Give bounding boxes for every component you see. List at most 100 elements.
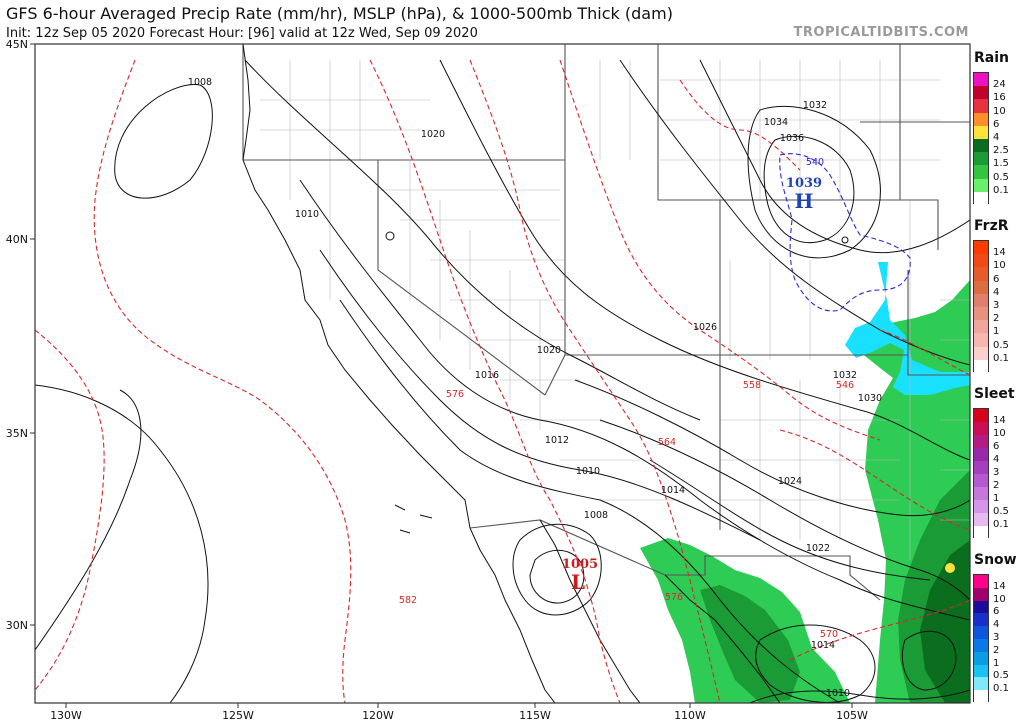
legend-swatch: [974, 191, 988, 205]
legend-swatch: [974, 409, 988, 422]
legend-swatch: [974, 254, 988, 268]
legend-swatch: [974, 575, 988, 588]
isobar-label: 1020: [537, 345, 561, 356]
legend-label: 2: [993, 480, 1000, 491]
legend-swatch: [974, 86, 988, 100]
low-pressure-marker: L: [571, 570, 585, 594]
isobar-label: 1036: [780, 133, 804, 144]
legend-swatch: [974, 474, 988, 487]
legend-swatch: [974, 178, 988, 192]
legend-swatch: [974, 587, 988, 601]
legend-swatch: [974, 241, 988, 255]
coastline: [242, 44, 849, 703]
thickness-label: 546: [836, 380, 854, 391]
legend-bar-snow: [973, 574, 989, 703]
legend-label: 2: [993, 313, 1000, 325]
legend-title-frzr: FrzR: [974, 218, 1009, 234]
legend-label: 2.5: [993, 145, 1009, 157]
legend-label: 0.5: [993, 339, 1009, 351]
legend-bar-frzr: [973, 240, 989, 373]
legend-swatch: [974, 165, 988, 179]
isobar-label: 1022: [806, 543, 830, 554]
county-lines: [260, 60, 970, 560]
legend-label: 10: [993, 105, 1006, 117]
rain-core-south: [700, 585, 800, 703]
legend-swatch: [974, 487, 988, 500]
map-frame: [34, 43, 971, 704]
legend-swatch: [974, 73, 988, 87]
legend-swatch: [974, 626, 988, 639]
thickness-label: 576: [446, 389, 464, 400]
thickness-label: 582: [399, 595, 417, 606]
lon-label-130w: 130W: [50, 709, 82, 722]
legend-label: 3: [993, 300, 1000, 311]
lat-label-45n: 45N: [6, 38, 28, 51]
isobar-label: 1012: [545, 435, 569, 446]
isobar-label: 1034: [764, 117, 788, 128]
legend-swatch: [974, 422, 988, 435]
legend-swatch: [974, 448, 988, 461]
legend-swatch: [974, 664, 988, 678]
lon-label-115w: 115W: [519, 709, 551, 722]
legend-label: 10: [993, 593, 1006, 605]
legend-label: 1.5: [993, 158, 1009, 170]
isobar-label: 1010: [826, 688, 850, 699]
isobar-label: 1032: [833, 370, 857, 381]
lon-label-105w: 105W: [836, 709, 868, 722]
lat-label-35n: 35N: [6, 427, 28, 440]
legend-label: 6: [993, 606, 1000, 618]
isobar-label: 1008: [188, 77, 212, 88]
legend-label: 3: [993, 467, 1000, 478]
legend-label: 1: [993, 493, 1000, 504]
legend-swatch: [974, 138, 988, 153]
legend-swatch: [974, 500, 988, 513]
legend-label: 10: [993, 260, 1006, 272]
legend-swatch: [974, 346, 988, 360]
isobar-label: 1008: [584, 510, 608, 521]
legend-swatch: [974, 461, 988, 474]
legend-swatch: [974, 320, 988, 334]
lat-label-30n: 30N: [6, 619, 28, 632]
legend-swatch: [974, 651, 988, 665]
thickness-label: 558: [743, 380, 761, 391]
map-subtitle: Init: 12z Sep 05 2020 Forecast Hour: [96…: [6, 26, 478, 41]
isobar-label: 1010: [576, 466, 600, 477]
lon-label-120w: 120W: [362, 709, 394, 722]
legend-swatch: [974, 359, 988, 373]
legend-label: 1: [993, 657, 1000, 669]
legend-swatch: [974, 293, 988, 307]
isobar-label: 1014: [661, 485, 685, 496]
lon-label-125w: 125W: [222, 709, 254, 722]
rain-max-spot: [945, 563, 955, 573]
legend-label: 4: [993, 286, 1000, 298]
legend-swatch: [974, 613, 988, 627]
legend-bar-rain: [973, 72, 989, 205]
legend-label: 10: [993, 428, 1006, 439]
legend-label: 14: [993, 415, 1006, 426]
thickness-label: 576: [665, 592, 683, 603]
low-pressure-value: 1005: [562, 557, 598, 572]
map-background: [35, 44, 970, 703]
thickness-label: 540: [806, 157, 824, 168]
legend-swatch: [974, 306, 988, 321]
legend-label: 2: [993, 644, 1000, 656]
isobar-label: 1030: [858, 393, 882, 404]
legend-swatch: [974, 333, 988, 347]
thickness-cold: [779, 153, 911, 312]
legend-label: 0.5: [993, 171, 1009, 183]
lat-label-40n: 40N: [6, 233, 28, 246]
isobar-label: 1024: [778, 476, 802, 487]
lon-label-110w: 110W: [674, 709, 706, 722]
high-pressure-value: 1039: [786, 176, 822, 191]
legend-swatch: [974, 112, 988, 126]
isobar-label: 1020: [421, 129, 445, 140]
isobar-label: 1026: [693, 322, 717, 333]
high-pressure-marker: H: [795, 189, 814, 213]
legend-label: 4: [993, 454, 1000, 465]
legend-swatch: [974, 267, 988, 281]
legend-swatch: [974, 600, 988, 614]
isobar-label: 1016: [475, 370, 499, 381]
thickness-warm: [35, 59, 970, 703]
legend-label: 24: [993, 79, 1006, 91]
legend-swatch: [974, 513, 988, 526]
